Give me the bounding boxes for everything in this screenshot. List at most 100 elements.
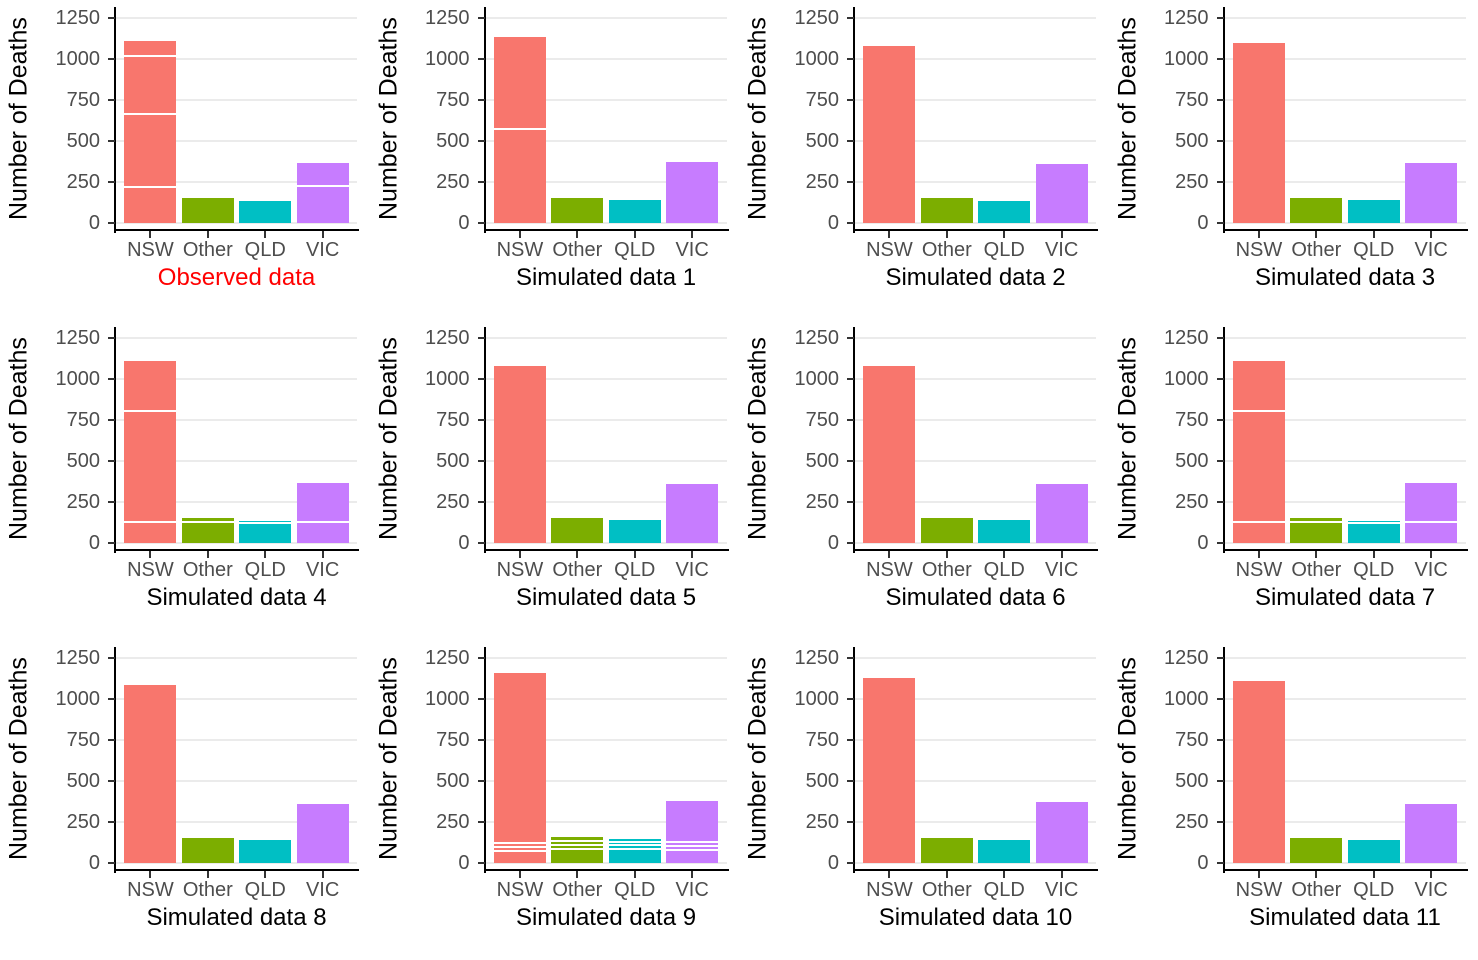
segment-separator bbox=[1405, 521, 1458, 524]
bar-other bbox=[181, 198, 234, 223]
y-tick-label-750: 750 bbox=[805, 408, 839, 431]
x-tick-label-other: Other bbox=[1291, 879, 1342, 901]
x-tick-label-other: Other bbox=[921, 559, 972, 581]
x-axis-title: Simulated data 1 bbox=[515, 264, 697, 291]
panel-simulated-data-3: Number of Deaths Simulated data 3 0 250 50… bbox=[1108, 0, 1478, 320]
y-axis-title: Number of Deaths bbox=[374, 657, 402, 861]
y-tick-label-250: 250 bbox=[66, 490, 100, 513]
bar-vic bbox=[1405, 163, 1458, 223]
x-tick-other bbox=[1315, 871, 1318, 878]
bar-qld bbox=[608, 200, 661, 223]
y-tick-0 bbox=[108, 221, 115, 224]
plot-area bbox=[483, 647, 729, 873]
bar-vic bbox=[1405, 803, 1458, 863]
gridline-0 bbox=[116, 861, 357, 864]
y-tick-label-1000: 1000 bbox=[794, 367, 840, 390]
gridline-250 bbox=[116, 180, 357, 183]
x-tick-other bbox=[206, 871, 209, 878]
gridline-1250 bbox=[485, 16, 727, 19]
bar-other bbox=[181, 838, 234, 863]
x-tick-nsw bbox=[1257, 551, 1260, 558]
x-tick-label-nsw: NSW bbox=[866, 239, 913, 261]
x-tick-label-vic: VIC bbox=[1414, 239, 1448, 261]
x-tick-vic bbox=[1430, 551, 1433, 558]
gridline-750 bbox=[855, 418, 1096, 421]
bar-nsw bbox=[124, 684, 177, 863]
x-tick-label-qld: QLD bbox=[1353, 559, 1395, 581]
y-tick-label-750: 750 bbox=[66, 728, 100, 751]
x-axis-title: Simulated data 10 bbox=[878, 904, 1073, 931]
y-tick-label-500: 500 bbox=[805, 769, 839, 792]
y-tick-label-0: 0 bbox=[1197, 531, 1209, 554]
y-tick-250 bbox=[847, 820, 854, 823]
y-tick-1000 bbox=[1216, 697, 1224, 700]
bar-vic bbox=[666, 800, 719, 863]
x-tick-qld bbox=[1003, 231, 1006, 238]
y-tick-label-1250: 1250 bbox=[794, 646, 840, 669]
bar-nsw bbox=[863, 678, 916, 863]
gridline-750 bbox=[855, 738, 1096, 741]
panel-simulated-data-7: Number of Deaths Simulated data 7 0 250 50… bbox=[1108, 320, 1478, 640]
y-tick-label-750: 750 bbox=[66, 88, 100, 111]
bar-nsw bbox=[493, 365, 546, 543]
y-tick-label-1000: 1000 bbox=[425, 687, 470, 710]
gridline-1250 bbox=[116, 656, 357, 659]
x-tick-nsw bbox=[1257, 871, 1260, 878]
x-axis-title: Simulated data 5 bbox=[515, 584, 697, 611]
gridline-0 bbox=[1224, 221, 1466, 224]
x-tick-label-qld: QLD bbox=[614, 239, 656, 261]
x-tick-label-other: Other bbox=[552, 239, 603, 261]
y-tick-label-1250: 1250 bbox=[1164, 646, 1209, 669]
x-tick-qld bbox=[633, 871, 636, 878]
x-tick-other bbox=[1315, 551, 1318, 558]
y-tick-label-500: 500 bbox=[436, 769, 470, 792]
y-tick-500 bbox=[847, 459, 854, 462]
y-axis-title: Number of Deaths bbox=[743, 17, 772, 221]
gridline-1250 bbox=[485, 656, 727, 659]
x-tick-nsw bbox=[149, 551, 152, 558]
x-tick-label-other: Other bbox=[182, 239, 233, 261]
y-tick-750 bbox=[477, 738, 485, 741]
x-tick-label-vic: VIC bbox=[1414, 559, 1448, 581]
bar-qld bbox=[239, 840, 292, 863]
y-tick-1250 bbox=[477, 16, 485, 19]
y-tick-500 bbox=[1216, 459, 1224, 462]
gridline-750 bbox=[485, 738, 727, 741]
x-tick-other bbox=[945, 871, 948, 878]
gridline-1250 bbox=[1224, 16, 1466, 19]
gridline-750 bbox=[116, 418, 357, 421]
gridline-500 bbox=[116, 139, 357, 142]
x-tick-nsw bbox=[518, 871, 521, 878]
y-axis-line bbox=[114, 327, 116, 553]
x-tick-label-nsw: NSW bbox=[496, 559, 544, 581]
gridline-1000 bbox=[485, 697, 727, 700]
x-tick-qld bbox=[1372, 231, 1375, 238]
y-tick-500 bbox=[477, 139, 485, 142]
y-tick-500 bbox=[477, 459, 485, 462]
y-tick-250 bbox=[108, 180, 115, 183]
x-tick-label-vic: VIC bbox=[675, 879, 709, 901]
y-tick-label-1000: 1000 bbox=[1164, 367, 1209, 390]
y-tick-label-500: 500 bbox=[805, 129, 839, 152]
segment-separator bbox=[493, 845, 546, 848]
y-tick-1000 bbox=[108, 57, 115, 60]
panel-simulated-data-11: Number of Deaths Simulated data 11 0 250 5… bbox=[1108, 640, 1478, 960]
y-axis-title: Number of Deaths bbox=[1113, 17, 1141, 221]
y-axis-title: Number of Deaths bbox=[1113, 337, 1141, 541]
bar-other bbox=[920, 198, 973, 223]
bar-other bbox=[551, 836, 604, 863]
y-tick-label-1250: 1250 bbox=[794, 326, 840, 349]
segment-separator bbox=[124, 409, 177, 412]
plot-area bbox=[483, 7, 729, 233]
x-tick-label-nsw: NSW bbox=[127, 559, 174, 581]
y-axis-title: Number of Deaths bbox=[374, 17, 402, 221]
y-tick-1000 bbox=[477, 377, 485, 380]
y-tick-1250 bbox=[1216, 16, 1224, 19]
bar-qld bbox=[978, 839, 1031, 863]
gridline-500 bbox=[116, 459, 357, 462]
bar-qld bbox=[608, 839, 661, 863]
y-tick-500 bbox=[477, 779, 485, 782]
x-tick-label-vic: VIC bbox=[305, 879, 340, 901]
plot-area bbox=[114, 7, 359, 233]
bar-other bbox=[1290, 837, 1343, 863]
